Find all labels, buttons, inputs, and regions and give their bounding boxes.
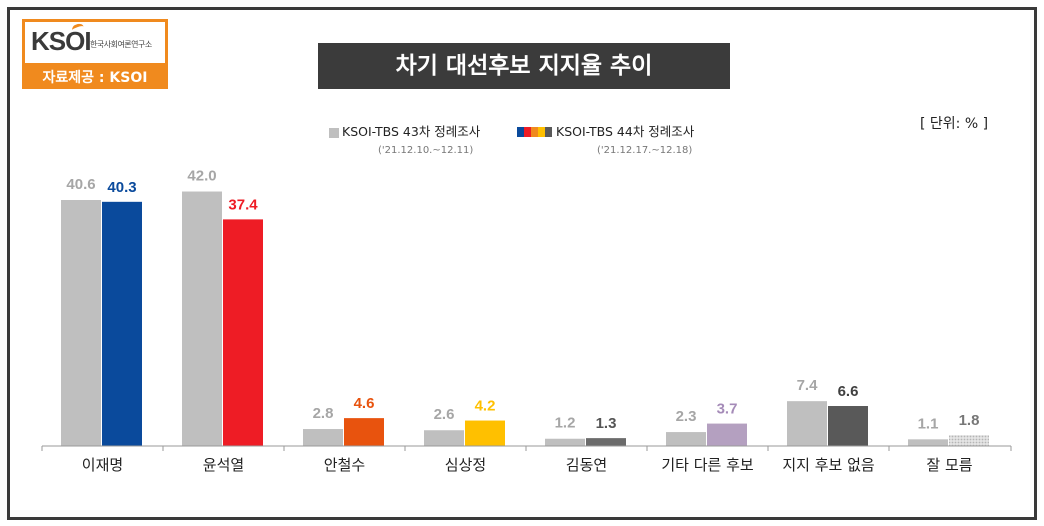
bar-44-1 bbox=[102, 201, 142, 446]
value-label-44-4: 4.2 bbox=[475, 398, 496, 415]
bar-43-1 bbox=[61, 200, 101, 446]
legend-strip-segment bbox=[524, 127, 531, 137]
legend-swatch-43 bbox=[329, 127, 339, 138]
bar-43-4 bbox=[424, 430, 464, 446]
value-label-44-3: 4.6 bbox=[354, 395, 375, 412]
logo-mark: KSOI bbox=[31, 26, 92, 56]
bar-43-3 bbox=[303, 429, 343, 446]
value-label-44-7: 6.6 bbox=[838, 383, 859, 400]
bar-43-5 bbox=[545, 438, 585, 446]
chart-title: 차기 대선후보 지지율 추이 bbox=[318, 43, 730, 89]
category-label-5: 김동연 bbox=[566, 456, 607, 474]
category-label-8: 잘 모름 bbox=[926, 456, 972, 474]
legend-strip-segment bbox=[531, 127, 538, 137]
bar-44-6 bbox=[707, 423, 747, 446]
value-label-43-3: 2.8 bbox=[313, 405, 334, 422]
legend-strip-segment bbox=[538, 127, 545, 137]
bar-44-8 bbox=[949, 435, 989, 446]
value-label-43-1: 40.6 bbox=[66, 176, 95, 193]
value-label-43-6: 2.3 bbox=[676, 408, 697, 425]
legend-label-44: KSOI-TBS 44차 정례조사 bbox=[556, 124, 695, 139]
bar-44-2 bbox=[223, 219, 263, 446]
bar-43-2 bbox=[182, 191, 222, 446]
value-label-44-6: 3.7 bbox=[717, 401, 738, 418]
legend-period-43: ('21.12.10.~12.11) bbox=[378, 145, 474, 156]
bar-44-7 bbox=[828, 406, 868, 446]
value-label-44-2: 37.4 bbox=[228, 196, 258, 213]
legend-strip-segment bbox=[517, 127, 524, 137]
legend-swatch-44 bbox=[517, 125, 552, 140]
unit-label: [ 단위: % ] bbox=[920, 116, 989, 132]
value-label-44-5: 1.3 bbox=[596, 415, 617, 432]
legend-item-43: KSOI-TBS 43차 정례조사 bbox=[329, 121, 480, 140]
category-label-7: 지지 후보 없음 bbox=[782, 456, 874, 474]
bar-44-5 bbox=[586, 438, 626, 446]
value-label-44-8: 1.8 bbox=[959, 412, 980, 429]
value-label-43-5: 1.2 bbox=[555, 415, 576, 432]
category-label-2: 윤석열 bbox=[203, 456, 244, 474]
logo-subtitle: 한국사회여론연구소 bbox=[90, 40, 152, 49]
value-label-43-7: 7.4 bbox=[797, 377, 819, 394]
legend-item-44: KSOI-TBS 44차 정례조사 bbox=[517, 121, 694, 140]
ksoi-logo: KSOI 한국사회여론연구소 자료제공 : KSOI bbox=[22, 19, 168, 89]
bar-44-3 bbox=[344, 418, 384, 446]
category-label-4: 심상정 bbox=[445, 456, 486, 474]
category-label-1: 이재명 bbox=[82, 456, 123, 474]
category-label-3: 안철수 bbox=[324, 456, 365, 474]
bar-43-7 bbox=[787, 401, 827, 446]
legend-period-44: ('21.12.17.~12.18) bbox=[597, 145, 693, 156]
legend-label-43: KSOI-TBS 43차 정례조사 bbox=[342, 124, 481, 139]
bar-43-8 bbox=[908, 439, 948, 446]
bar-44-4 bbox=[465, 420, 505, 446]
value-label-43-8: 1.1 bbox=[918, 415, 939, 432]
category-label-6: 기타 다른 후보 bbox=[661, 456, 754, 474]
legend-strip-segment bbox=[545, 127, 552, 137]
data-source-label: 자료제공 : KSOI bbox=[42, 70, 148, 86]
bar-43-6 bbox=[666, 432, 706, 446]
value-label-43-4: 2.6 bbox=[434, 406, 455, 423]
logo-badge: KSOI 한국사회여론연구소 bbox=[25, 22, 165, 63]
value-label-44-1: 40.3 bbox=[107, 179, 136, 196]
value-label-43-2: 42.0 bbox=[187, 168, 216, 185]
